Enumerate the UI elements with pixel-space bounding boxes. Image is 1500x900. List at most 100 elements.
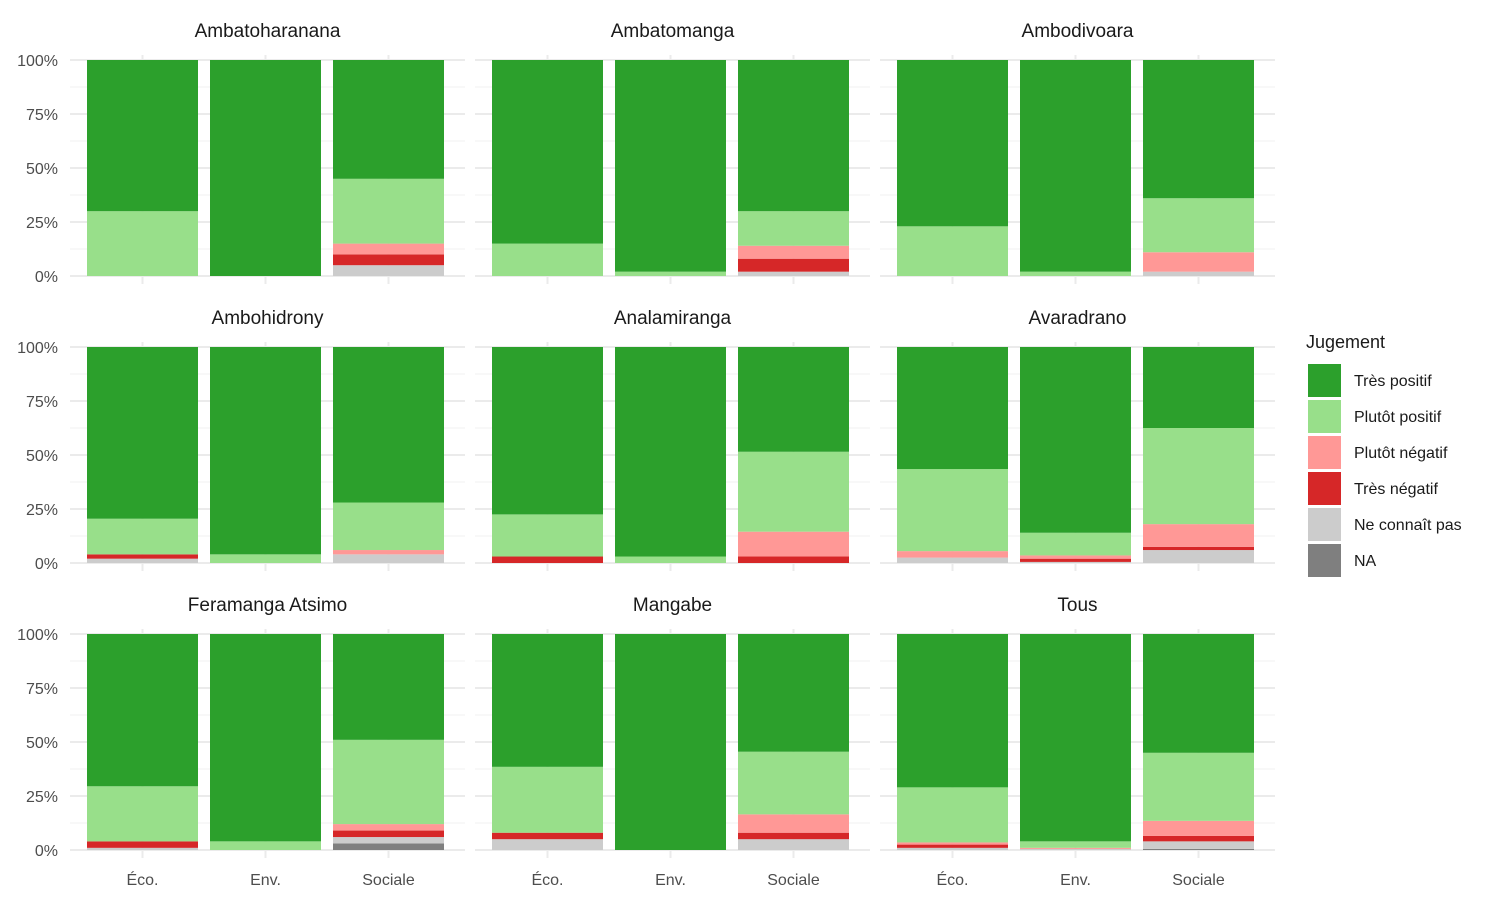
x-tick-label: Éco. <box>936 870 968 889</box>
bar-segment-mangabe-sociale-plutot-negatif <box>738 814 849 833</box>
bar-segment-mangabe-env-tres-positif <box>615 634 726 850</box>
bar-segment-avaradrano-eco-plutot-negatif <box>897 551 1008 558</box>
y-tick-label: 50% <box>26 735 58 752</box>
legend-swatch-plutot-negatif <box>1308 436 1341 469</box>
bar-segment-feramanga-atsimo-eco-tres-negatif <box>87 841 198 848</box>
y-tick-label: 25% <box>26 215 58 232</box>
facet-title-ambatoharanana: Ambatoharanana <box>195 21 341 42</box>
bar-segment-ambatomanga-env-tres-positif <box>615 60 726 272</box>
bar-segment-ambatoharanana-eco-tres-positif <box>87 60 198 212</box>
facet-title-ambatomanga: Ambatomanga <box>611 21 735 42</box>
bar-segment-feramanga-atsimo-env-tres-positif <box>210 634 321 842</box>
bar-segment-mangabe-eco-tres-positif <box>492 634 603 767</box>
y-tick-label: 75% <box>26 107 58 124</box>
bar-segment-ambatomanga-env-plutot-positif <box>615 271 726 276</box>
bar-segment-feramanga-atsimo-sociale-tres-positif <box>333 634 444 740</box>
bar-segment-ambatoharanana-sociale-tres-negatif <box>333 254 444 266</box>
bar-segment-feramanga-atsimo-sociale-tres-negatif <box>333 830 444 838</box>
bar-segment-analamiranga-sociale-tres-positif <box>738 347 849 452</box>
bar-segment-avaradrano-eco-tres-positif <box>897 347 1008 470</box>
facet-panel-tous: Tous Éco. Env. Sociale <box>880 595 1275 889</box>
facet-panel-ambatoharanana: Ambatoharanana 0% 25% 50% 75% 100% <box>17 21 465 286</box>
bar-segment-avaradrano-sociale-tres-positif <box>1143 347 1254 428</box>
bar-segment-analamiranga-sociale-plutot-negatif <box>738 531 849 557</box>
bar-segment-ambatoharanana-eco-plutot-positif <box>87 211 198 276</box>
bar-segment-feramanga-atsimo-eco-ne-connait-pas <box>87 847 198 850</box>
bar-segment-analamiranga-env-tres-positif <box>615 347 726 557</box>
y-tick-label: 100% <box>17 340 58 357</box>
bar-segment-feramanga-atsimo-env-plutot-positif <box>210 841 321 850</box>
bar-segment-ambohidrony-sociale-plutot-negatif <box>333 550 444 555</box>
bar-segment-tous-eco-ne-connait-pas <box>897 847 1008 850</box>
facet-title-avaradrano: Avaradrano <box>1029 308 1127 329</box>
bar-segment-tous-env-ne-connait-pas <box>1020 848 1131 850</box>
legend-swatch-ne-connait-pas <box>1308 508 1341 541</box>
bar-segment-tous-env-tres-positif <box>1020 634 1131 842</box>
x-tick-label: Éco. <box>531 870 563 889</box>
bar-segment-ambodivoara-env-tres-positif <box>1020 60 1131 272</box>
legend-swatch-na <box>1308 544 1341 577</box>
bar-segment-ambatoharanana-env-tres-positif <box>210 60 321 276</box>
facet-panel-mangabe: Mangabe Éco. Env. Sociale <box>475 595 870 889</box>
bar-segment-tous-sociale-na <box>1143 848 1254 850</box>
bar-segment-ambohidrony-eco-tres-positif <box>87 347 198 519</box>
facet-title-mangabe: Mangabe <box>633 595 712 616</box>
x-tick-label: Éco. <box>126 870 158 889</box>
facet-panel-avaradrano: Avaradrano <box>880 308 1275 571</box>
bar-segment-ambohidrony-eco-plutot-positif <box>87 518 198 555</box>
bar-segment-ambatoharanana-sociale-ne-connait-pas <box>333 265 444 276</box>
legend-label-tres-negatif: Très négatif <box>1354 481 1438 498</box>
bar-segment-ambohidrony-sociale-plutot-positif <box>333 502 444 551</box>
bar-segment-avaradrano-env-tres-positif <box>1020 347 1131 533</box>
y-tick-label: 0% <box>35 556 58 573</box>
bar-segment-ambodivoara-eco-plutot-positif <box>897 226 1008 276</box>
bar-segment-ambohidrony-sociale-ne-connait-pas <box>333 554 444 563</box>
bar-segment-ambatomanga-sociale-plutot-positif <box>738 211 849 246</box>
facet-title-ambohidrony: Ambohidrony <box>212 308 324 329</box>
bar-segment-avaradrano-env-plutot-negatif <box>1020 555 1131 559</box>
bar-segment-avaradrano-eco-ne-connait-pas <box>897 557 1008 563</box>
bar-segment-analamiranga-env-plutot-positif <box>615 556 726 563</box>
facet-panel-ambodivoara: Ambodivoara <box>880 21 1275 284</box>
x-tick-label: Env. <box>655 872 686 889</box>
y-tick-label: 100% <box>17 627 58 644</box>
bar-segment-tous-eco-tres-negatif <box>897 844 1008 848</box>
bar-segment-ambodivoara-sociale-ne-connait-pas <box>1143 271 1254 276</box>
bar-segment-ambatomanga-eco-plutot-positif <box>492 243 603 276</box>
legend-title: Jugement <box>1306 332 1385 352</box>
facet-title-tous: Tous <box>1057 595 1097 616</box>
bar-segment-ambatoharanana-sociale-tres-positif <box>333 60 444 179</box>
bar-segment-tous-eco-plutot-positif <box>897 787 1008 843</box>
bar-segment-ambatomanga-sociale-tres-negatif <box>738 258 849 272</box>
bar-segment-feramanga-atsimo-eco-plutot-positif <box>87 786 198 842</box>
bar-segment-ambohidrony-eco-tres-negatif <box>87 554 198 559</box>
y-tick-label: 50% <box>26 161 58 178</box>
x-tick-label: Sociale <box>767 872 820 889</box>
bar-segment-mangabe-eco-ne-connait-pas <box>492 839 603 850</box>
legend-label-plutot-negatif: Plutôt négatif <box>1354 445 1448 462</box>
facet-title-analamiranga: Analamiranga <box>614 308 732 329</box>
y-tick-label: 75% <box>26 394 58 411</box>
bar-segment-avaradrano-sociale-tres-negatif <box>1143 546 1254 551</box>
y-tick-label: 50% <box>26 448 58 465</box>
x-tick-label: Env. <box>250 872 281 889</box>
bar-segment-feramanga-atsimo-sociale-na <box>333 843 444 850</box>
bar-segment-ambodivoara-sociale-plutot-negatif <box>1143 252 1254 272</box>
bar-segment-ambodivoara-eco-tres-positif <box>897 60 1008 227</box>
bar-segment-tous-sociale-plutot-negatif <box>1143 820 1254 836</box>
bar-segment-ambatomanga-sociale-tres-positif <box>738 60 849 212</box>
bar-segment-mangabe-sociale-ne-connait-pas <box>738 839 849 850</box>
bar-segment-avaradrano-env-plutot-positif <box>1020 532 1131 556</box>
bar-segment-feramanga-atsimo-eco-tres-positif <box>87 634 198 787</box>
bar-segment-feramanga-atsimo-sociale-ne-connait-pas <box>333 837 444 844</box>
x-tick-label: Env. <box>1060 872 1091 889</box>
bar-segment-feramanga-atsimo-sociale-plutot-negatif <box>333 824 444 831</box>
bar-segment-ambohidrony-eco-ne-connait-pas <box>87 558 198 563</box>
facet-panel-ambohidrony: Ambohidrony 0% 25% 50% 75% 100% <box>17 308 465 573</box>
legend-label-plutot-positif: Plutôt positif <box>1354 409 1442 426</box>
facet-panel-feramanga-atsimo: Feramanga Atsimo 0% 25% 50% 75% 100% Éco. Env. S… <box>17 595 465 889</box>
facet-panel-analamiranga: Analamiranga <box>475 308 870 571</box>
facet-title-feramanga-atsimo: Feramanga Atsimo <box>188 595 347 616</box>
bar-segment-ambatoharanana-sociale-plutot-positif <box>333 178 444 244</box>
